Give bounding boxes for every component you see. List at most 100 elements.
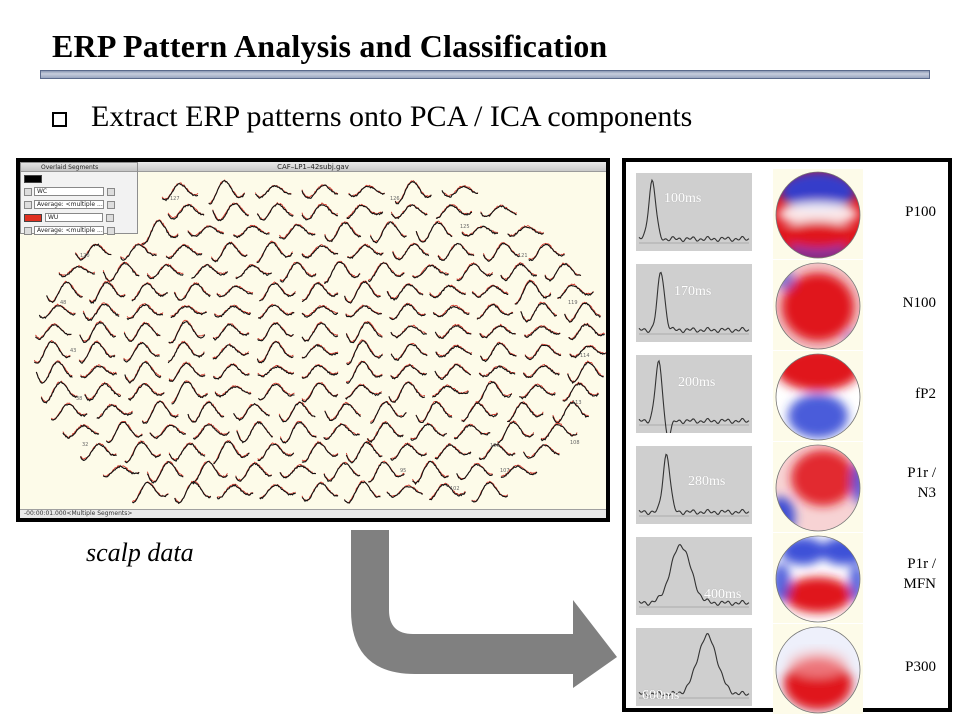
erp-waveform — [123, 322, 161, 342]
erp-waveform — [191, 263, 228, 279]
erp-waveform — [388, 381, 426, 403]
window-title: CAF–LP1–42subj.gav — [277, 163, 349, 171]
topo-blob — [782, 273, 854, 341]
erp-waveform — [301, 204, 339, 221]
erp-waveform — [193, 423, 230, 439]
channel-label: 113 — [572, 400, 582, 406]
latency-label: 100ms — [664, 191, 702, 206]
erp-waveform — [568, 322, 605, 340]
eye-icon[interactable] — [24, 226, 32, 235]
erp-waveform — [370, 221, 407, 244]
erp-waveform — [301, 322, 339, 342]
erp-waveform — [386, 283, 424, 301]
erp-waveform — [257, 321, 294, 341]
erp-waveform — [434, 443, 472, 460]
erp-waveform — [392, 242, 429, 260]
erp-waveform — [434, 323, 472, 339]
erp-waveform — [301, 382, 339, 403]
erp-waveform — [345, 320, 383, 343]
checkbox-bullet-icon — [52, 111, 67, 127]
component-row: 400ms P1r / MFN — [626, 530, 948, 623]
topo-blob — [845, 332, 860, 348]
channel-label: 125 — [460, 224, 470, 230]
erp-waveform — [208, 179, 246, 204]
component-trace — [638, 453, 750, 516]
component-timecourse: 280ms — [636, 446, 752, 524]
erp-waveform — [544, 262, 582, 282]
erp-waveform — [301, 305, 339, 318]
erp-waveform — [212, 203, 249, 222]
erp-waveform — [256, 241, 293, 264]
overlay-row: Average: <multiple ... — [21, 198, 137, 211]
color-swatch[interactable] — [24, 213, 42, 222]
component-name-line: fP2 — [915, 386, 936, 402]
erp-waveform — [368, 461, 405, 483]
erp-waveform — [255, 184, 292, 199]
erp-waveform — [167, 341, 205, 364]
erp-waveform — [370, 401, 407, 424]
component-name-line: P100 — [905, 204, 936, 220]
channel-label: 95 — [400, 468, 406, 474]
erp-waveform — [557, 284, 594, 299]
arrow-icon[interactable] — [106, 213, 114, 222]
segment-field[interactable]: WU — [45, 213, 103, 222]
erp-waveform — [480, 341, 517, 361]
scalp-data-label: scalp data — [86, 538, 194, 567]
component-name: P1r / MFN — [903, 554, 936, 594]
erp-waveform — [174, 481, 211, 504]
erp-waveform — [471, 285, 509, 298]
erp-waveform — [40, 381, 78, 404]
arrow-icon[interactable] — [107, 226, 115, 235]
component-name-line: P300 — [905, 659, 936, 675]
erp-waveform — [165, 244, 203, 260]
erp-waveform — [84, 381, 122, 401]
erp-waveform — [79, 443, 117, 461]
erp-waveform — [441, 184, 479, 198]
erp-waveform — [141, 219, 179, 246]
erp-waveform — [437, 242, 475, 261]
erp-waveform — [323, 422, 360, 440]
eye-icon[interactable] — [24, 200, 32, 209]
eye-icon[interactable] — [24, 187, 32, 196]
segment-field[interactable]: WC — [34, 187, 104, 196]
component-timecourse: 400ms — [636, 537, 752, 615]
erp-waveform — [323, 260, 361, 284]
components-panel: 100ms P100 170ms N100 200ms fP2 280ms P1r / N3 40… — [622, 158, 952, 714]
erp-waveform — [278, 401, 316, 423]
channel-label: 43 — [70, 348, 76, 354]
erp-waveform — [301, 244, 339, 258]
topography-map — [773, 351, 863, 441]
erp-waveform — [168, 442, 206, 461]
erp-waveform — [233, 402, 270, 422]
component-row: 600ms P300 — [626, 621, 948, 714]
average-field[interactable]: Average: <multiple ... — [34, 226, 104, 235]
erp-waveform — [390, 364, 428, 380]
erp-waveform — [435, 344, 473, 358]
component-name: fP2 — [915, 384, 936, 404]
erp-waveform — [301, 364, 339, 380]
erp-waveform — [301, 440, 339, 462]
erp-waveform — [415, 221, 453, 243]
waveform-grid: 1271261281251201214811943114381133210810… — [33, 179, 606, 505]
erp-waveform — [389, 303, 426, 321]
topo-blob — [778, 202, 858, 226]
erp-waveform — [388, 381, 426, 403]
latency-label: 200ms — [678, 375, 716, 390]
erp-waveform — [567, 361, 604, 384]
erp-waveform — [106, 420, 143, 443]
component-timecourse: 600ms — [636, 628, 752, 706]
erp-waveform — [478, 365, 516, 378]
arrow-icon[interactable] — [107, 200, 115, 209]
erp-waveform — [524, 344, 562, 361]
arrow-icon[interactable] — [107, 187, 115, 196]
color-swatch[interactable] — [24, 174, 42, 183]
average-field[interactable]: Average: <multiple ... — [34, 200, 104, 209]
erp-waveform — [236, 421, 273, 444]
topography-map — [773, 442, 863, 532]
erp-waveform — [367, 421, 404, 443]
erp-waveform — [569, 345, 606, 359]
erp-waveform — [479, 324, 516, 339]
component-row: 170ms N100 — [626, 257, 948, 350]
erp-waveform — [146, 263, 184, 279]
erp-waveform — [214, 385, 252, 398]
